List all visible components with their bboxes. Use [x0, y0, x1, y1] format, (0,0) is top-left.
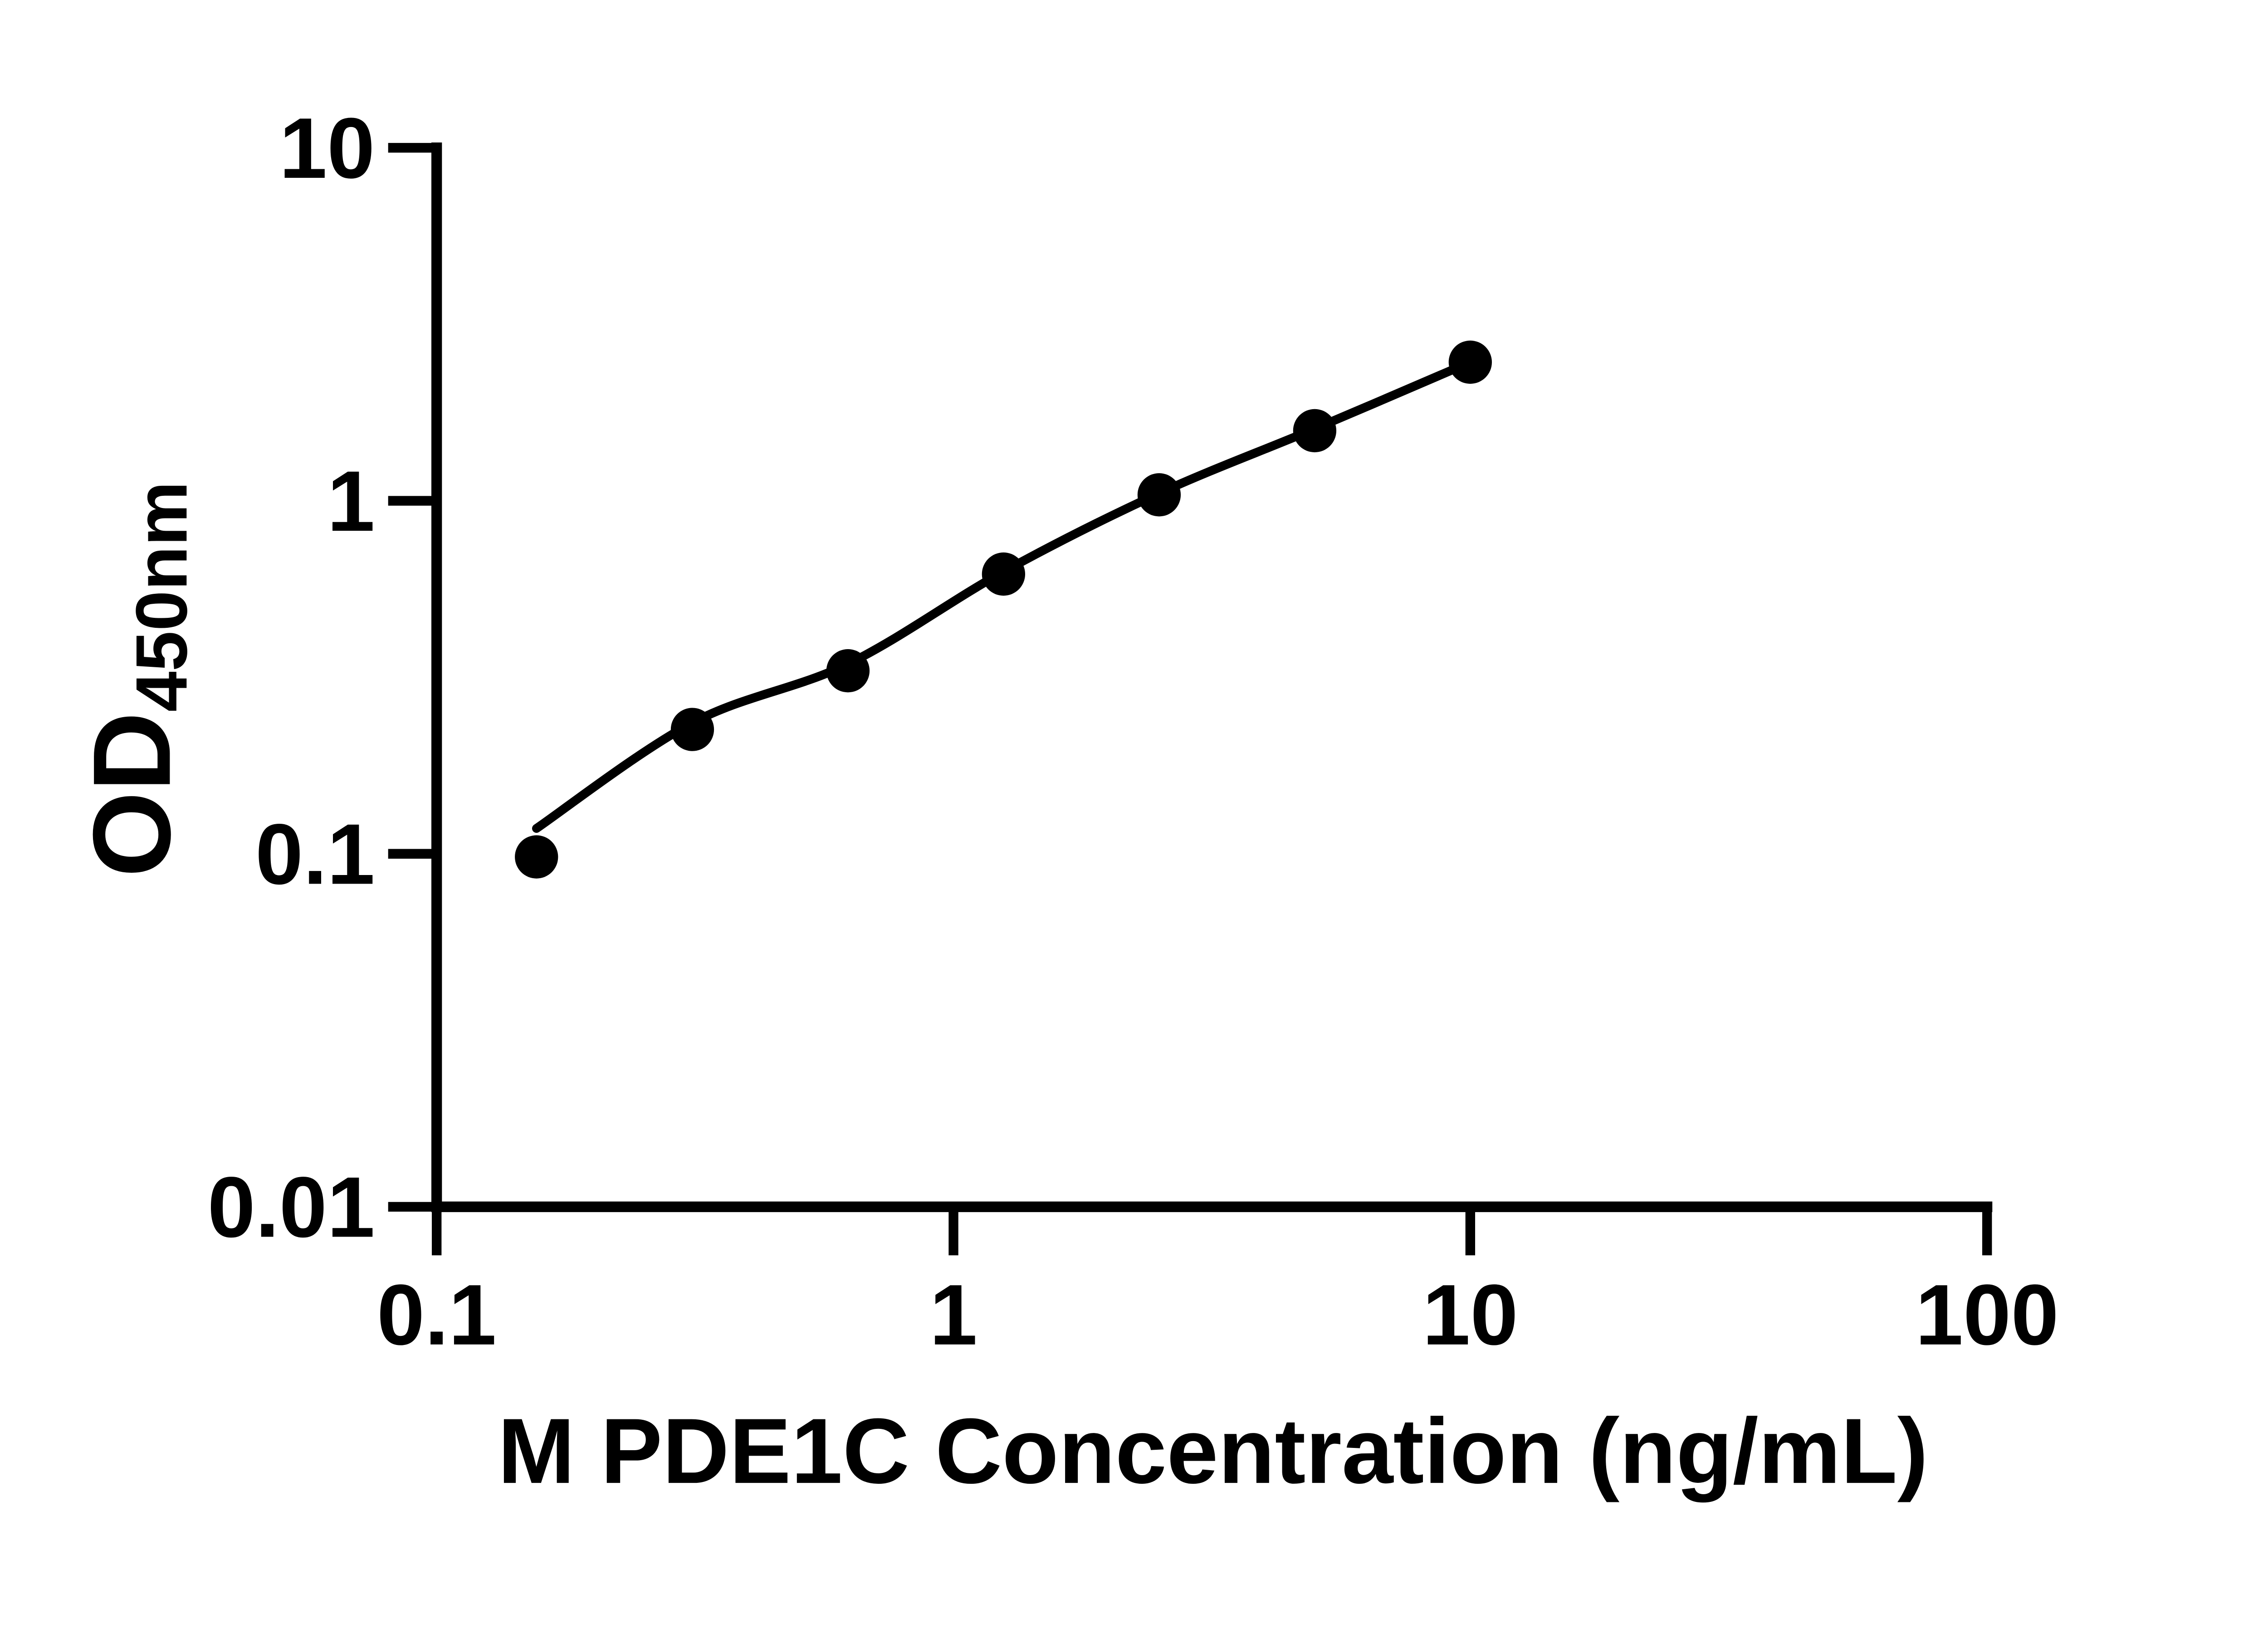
x-tick-labels: 0.1 1 10 100 [377, 1267, 2059, 1363]
data-point [1448, 340, 1492, 384]
elisa-standard-curve-figure: 0.1 1 10 100 0.01 0.1 1 10 M PDE1C Concentrati… [0, 0, 2268, 1588]
data-point [1137, 473, 1181, 517]
y-axis-title-subscript: 450nm [121, 481, 202, 712]
data-point [670, 708, 714, 751]
data-point [982, 552, 1026, 596]
y-tick-marks [388, 143, 437, 1212]
x-tick-marks [431, 1207, 1992, 1256]
y-tick-label: 10 [279, 100, 375, 196]
y-axis-title-main: OD [70, 712, 193, 877]
data-point [826, 649, 870, 693]
x-axis-title: M PDE1C Concentration (ng/mL) [498, 1399, 1928, 1503]
y-tick-labels: 0.01 0.1 1 10 [207, 100, 375, 1256]
plot-background [0, 0, 2268, 1588]
data-point [1293, 409, 1337, 453]
x-tick-label: 1 [929, 1267, 977, 1363]
y-tick-label: 0.1 [255, 806, 375, 902]
y-tick-label: 0.01 [207, 1159, 375, 1256]
data-points [515, 340, 1492, 879]
data-point [515, 835, 558, 879]
x-tick-label: 100 [1916, 1267, 2059, 1363]
x-tick-label: 10 [1422, 1267, 1518, 1363]
y-tick-label: 1 [327, 453, 375, 549]
y-axis-title: OD450nm [70, 481, 202, 877]
x-tick-label: 0.1 [377, 1267, 497, 1363]
axes [431, 142, 1993, 1213]
